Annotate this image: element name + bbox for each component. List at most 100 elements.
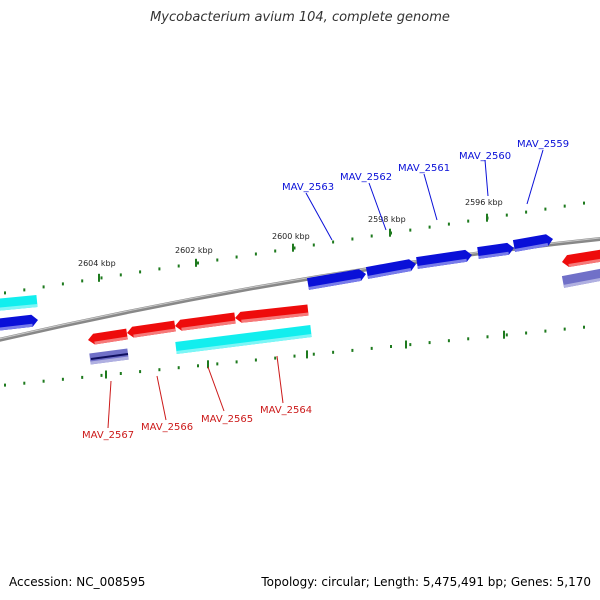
outer-minor-tick xyxy=(23,288,26,292)
feature-reverse-purple-shade xyxy=(90,356,129,365)
feature-reverse-cyan-shade xyxy=(176,334,312,354)
feature-left-forward-cyan-shade xyxy=(0,304,38,311)
outer-minor-tick xyxy=(177,264,180,268)
leader-line-mav-2562 xyxy=(368,182,387,231)
cds-left-forward-shade xyxy=(0,323,33,331)
gene-label-mav-2560[interactable]: MAV_2560 xyxy=(459,151,511,162)
inner-minor-tick xyxy=(177,366,180,370)
inner-minor-tick xyxy=(23,381,26,385)
inner-minor-tick xyxy=(312,352,315,356)
gene-label-mav-2565[interactable]: MAV_2565 xyxy=(201,414,253,425)
outer-minor-tick xyxy=(4,291,6,295)
inner-minor-tick xyxy=(525,331,528,335)
feature-reverse-purple-stripe xyxy=(90,353,129,360)
accession-text: Accession: NC_008595 xyxy=(9,575,146,589)
inner-minor-tick xyxy=(158,368,161,372)
cds-mav-2560-shade xyxy=(478,251,509,259)
tick-label-2604: 2604 kbp xyxy=(78,259,116,268)
outer-minor-tick xyxy=(100,276,103,280)
outer-minor-tick xyxy=(332,240,335,244)
cds-mav-2565-shade xyxy=(181,320,236,331)
inner-minor-tick xyxy=(81,375,84,379)
cds-mav-2564[interactable] xyxy=(235,304,309,323)
outer-minor-tick xyxy=(274,249,277,253)
inner-major-tick xyxy=(306,350,308,359)
gene-label-mav-2566[interactable]: MAV_2566 xyxy=(141,422,193,433)
genome-summary-text: Topology: circular; Length: 5,475,491 bp… xyxy=(261,575,591,589)
inner-minor-tick xyxy=(486,335,489,339)
inner-major-tick xyxy=(503,330,505,339)
inner-minor-tick xyxy=(139,370,142,374)
inner-minor-tick xyxy=(409,343,412,347)
inner-minor-tick xyxy=(332,350,335,354)
inner-minor-tick xyxy=(254,358,257,362)
inner-minor-tick xyxy=(42,379,45,383)
cds-mav-2567-shade xyxy=(94,336,128,345)
leader-line-mav-2566 xyxy=(156,375,167,421)
feature-right-purple[interactable] xyxy=(561,268,600,288)
cds-mav-2566[interactable] xyxy=(127,320,176,338)
outer-minor-tick xyxy=(467,219,470,223)
outer-minor-tick xyxy=(351,237,354,241)
feature-reverse-cyan[interactable] xyxy=(175,325,312,354)
genome-title: Mycobacterium avium 104, complete genome xyxy=(150,10,450,25)
tick-label-2602: 2602 kbp xyxy=(175,246,213,255)
outer-minor-tick xyxy=(216,258,219,262)
outer-minor-tick xyxy=(312,243,315,247)
inner-minor-tick xyxy=(197,364,199,368)
feature-right-purple-shade xyxy=(563,277,600,288)
inner-minor-tick xyxy=(390,345,392,348)
reverse-gene-labels: MAV_2567 MAV_2566 MAV_2565 MAV_2564 xyxy=(82,355,312,441)
outer-minor-tick xyxy=(409,228,412,232)
gene-label-mav-2561[interactable]: MAV_2561 xyxy=(398,163,450,174)
leader-line-mav-2564 xyxy=(276,355,284,404)
inner-minor-tick xyxy=(370,346,373,350)
outer-major-tick xyxy=(98,273,100,282)
gene-label-mav-2559[interactable]: MAV_2559 xyxy=(517,139,569,150)
outer-minor-tick xyxy=(81,279,84,283)
outer-minor-tick xyxy=(254,252,257,256)
inner-major-tick xyxy=(405,340,407,349)
leader-line-mav-2565 xyxy=(207,366,225,412)
gene-label-mav-2567[interactable]: MAV_2567 xyxy=(82,430,134,441)
cds-mav-2563-shade xyxy=(308,278,362,290)
outer-minor-tick xyxy=(505,213,508,217)
inner-minor-tick xyxy=(293,354,296,358)
outer-minor-tick xyxy=(119,273,122,277)
inner-major-tick xyxy=(105,370,107,379)
outer-minor-tick xyxy=(235,255,238,259)
inner-minor-tick xyxy=(216,362,219,366)
cds-mav-2564-shade xyxy=(241,312,309,323)
gene-label-mav-2562[interactable]: MAV_2562 xyxy=(340,172,392,183)
outer-minor-tick xyxy=(447,222,450,226)
outer-minor-tick xyxy=(42,285,45,289)
inner-minor-tick xyxy=(505,333,508,337)
outer-minor-tick xyxy=(525,210,528,214)
tick-label-2596: 2596 kbp xyxy=(465,198,503,207)
inner-minor-tick xyxy=(119,372,122,375)
tick-track-inner xyxy=(4,325,585,387)
outer-major-tick xyxy=(195,258,197,267)
inner-minor-tick xyxy=(583,325,585,329)
gene-label-mav-2564[interactable]: MAV_2564 xyxy=(260,405,312,416)
outer-minor-tick xyxy=(158,267,161,271)
tick-track-outer xyxy=(4,201,585,295)
gene-label-mav-2563[interactable]: MAV_2563 xyxy=(282,182,334,193)
cds-mav-2562-shade xyxy=(367,268,412,279)
cds-mav-2563[interactable] xyxy=(307,269,366,290)
outer-minor-tick xyxy=(293,246,296,250)
inner-minor-tick xyxy=(467,337,470,341)
outer-minor-tick xyxy=(139,270,142,274)
inner-minor-tick xyxy=(274,356,277,360)
outer-major-tick xyxy=(292,243,294,252)
inner-minor-tick xyxy=(447,339,450,343)
cds-mav-2561-shade xyxy=(417,258,467,269)
cds-right-reverse-shade xyxy=(568,258,600,267)
leader-line-mav-2560 xyxy=(484,159,489,197)
inner-minor-tick xyxy=(544,329,547,333)
inner-minor-tick xyxy=(235,360,238,364)
cds-mav-2565[interactable] xyxy=(175,312,236,331)
outer-major-tick xyxy=(486,213,488,222)
inner-minor-tick xyxy=(61,377,64,381)
